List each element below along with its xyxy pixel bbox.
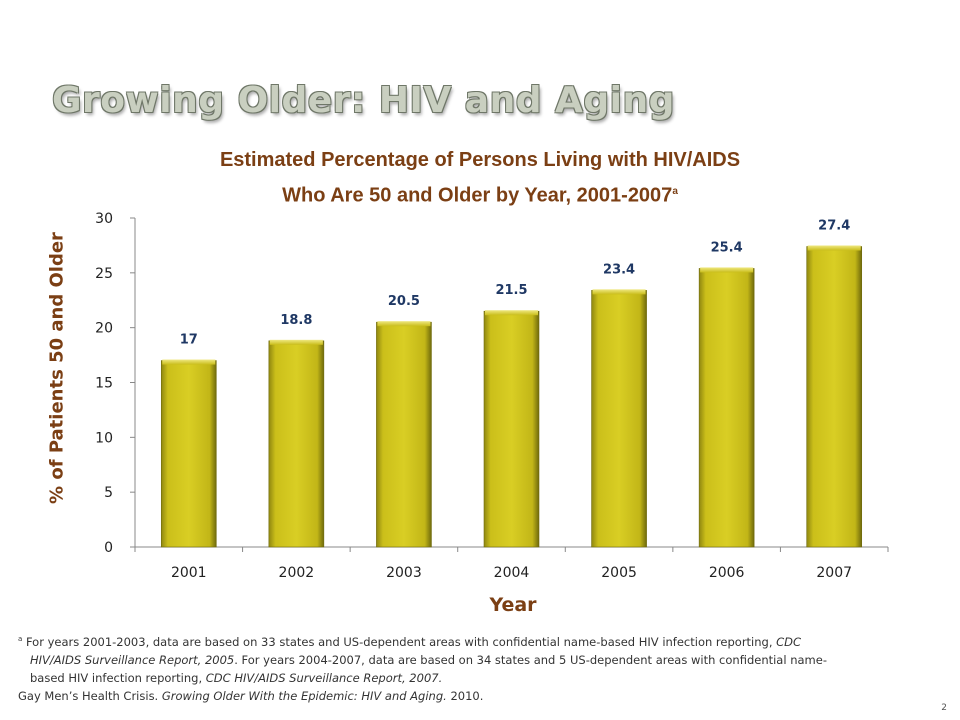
data-label: 23.4 bbox=[603, 262, 635, 277]
x-axis-title: Year bbox=[489, 594, 537, 616]
bar-cap bbox=[485, 310, 538, 316]
footnote-line2-italic: HIV/AIDS Surveillance Report, 2005 bbox=[30, 652, 235, 667]
footnote-line1: a For years 2001-2003, data are based on… bbox=[18, 630, 918, 651]
y-tick-label: 20 bbox=[95, 321, 113, 337]
footnote-line1-text: For years 2001-2003, data are based on 3… bbox=[25, 634, 777, 649]
bar-cap bbox=[700, 267, 754, 273]
chart-title-line2: Who Are 50 and Older by Year, 2001-2007a bbox=[0, 176, 960, 212]
bar bbox=[376, 321, 432, 548]
y-tick-label: 0 bbox=[104, 540, 113, 556]
x-tick-label: 2007 bbox=[816, 565, 852, 581]
data-label: 20.5 bbox=[388, 294, 420, 309]
x-axis: 2001 2002 2003 2004 2005 2006 2007 bbox=[134, 546, 889, 581]
data-label: 25.4 bbox=[711, 240, 743, 255]
source-italic: Growing Older With the Epidemic: HIV and… bbox=[161, 688, 447, 703]
bar bbox=[698, 267, 755, 548]
footnote-line1-italic: CDC bbox=[776, 634, 802, 649]
y-axis: 0 5 10 15 20 25 30 bbox=[95, 211, 136, 556]
page-number: 2 bbox=[941, 703, 947, 713]
bar-series bbox=[160, 245, 863, 548]
bar-cap bbox=[807, 245, 861, 251]
footnote: a For years 2001-2003, data are based on… bbox=[18, 630, 918, 705]
footnote-line3-text: based HIV infection reporting, bbox=[30, 670, 206, 685]
bar bbox=[483, 310, 540, 548]
chart-title-line1: Estimated Percentage of Persons Living w… bbox=[219, 149, 741, 171]
y-tick-label: 30 bbox=[95, 211, 113, 227]
x-tick-label: 2006 bbox=[709, 565, 745, 581]
bar bbox=[268, 339, 325, 548]
bar-body bbox=[483, 310, 540, 548]
data-labels: 17 18.8 20.5 21.5 23.4 25.4 27.4 bbox=[180, 219, 851, 348]
data-label: 17 bbox=[180, 333, 198, 348]
x-tick-label: 2005 bbox=[601, 565, 637, 581]
x-tick-label: 2001 bbox=[171, 565, 207, 581]
bar-body bbox=[591, 290, 647, 548]
source-year: 2010. bbox=[446, 688, 484, 703]
footnote-line3-italic: CDC HIV/AIDS Surveillance Report, 2007. bbox=[205, 670, 443, 685]
bar bbox=[591, 289, 647, 548]
footnote-marker: a bbox=[18, 635, 23, 643]
slide-title: Growing Older: HIV and Aging bbox=[52, 80, 675, 121]
chart-title-line2-text: Who Are 50 and Older by Year, 2001-2007 bbox=[282, 184, 673, 207]
chart-title: Estimated Percentage of Persons Living w… bbox=[0, 145, 960, 212]
bar-cap bbox=[592, 289, 646, 295]
y-tick-label: 25 bbox=[95, 266, 113, 282]
footnote-line3: based HIV infection reporting, CDC HIV/A… bbox=[18, 669, 918, 687]
chart-title-footnote-marker: a bbox=[672, 186, 678, 197]
bar-body bbox=[698, 268, 755, 548]
source-citation: Gay Men’s Health Crisis. Growing Older W… bbox=[18, 687, 918, 705]
y-tick-label: 10 bbox=[95, 430, 113, 446]
y-tick-label: 5 bbox=[104, 485, 113, 501]
source-text: Gay Men’s Health Crisis. bbox=[18, 688, 162, 703]
bar-body bbox=[160, 360, 217, 548]
bar-body bbox=[268, 340, 325, 548]
x-tick-label: 2002 bbox=[279, 565, 315, 581]
data-label: 18.8 bbox=[280, 313, 312, 328]
bar-body bbox=[376, 321, 432, 548]
footnote-line2-text: . For years 2004-2007, data are based on… bbox=[234, 652, 827, 667]
bar-cap bbox=[162, 359, 216, 365]
x-tick-label: 2004 bbox=[494, 565, 530, 581]
footnote-line2: HIV/AIDS Surveillance Report, 2005. For … bbox=[18, 651, 918, 669]
y-axis-title: % of Patients 50 and Older bbox=[46, 232, 68, 504]
bar bbox=[806, 245, 863, 548]
bar-cap bbox=[269, 339, 323, 345]
y-tick-label: 15 bbox=[95, 376, 113, 392]
bar-body bbox=[806, 246, 863, 548]
x-tick-label: 2003 bbox=[386, 565, 422, 581]
bar-cap bbox=[377, 321, 431, 327]
data-label: 27.4 bbox=[818, 219, 850, 234]
data-label: 21.5 bbox=[495, 283, 527, 298]
bar bbox=[160, 359, 217, 548]
